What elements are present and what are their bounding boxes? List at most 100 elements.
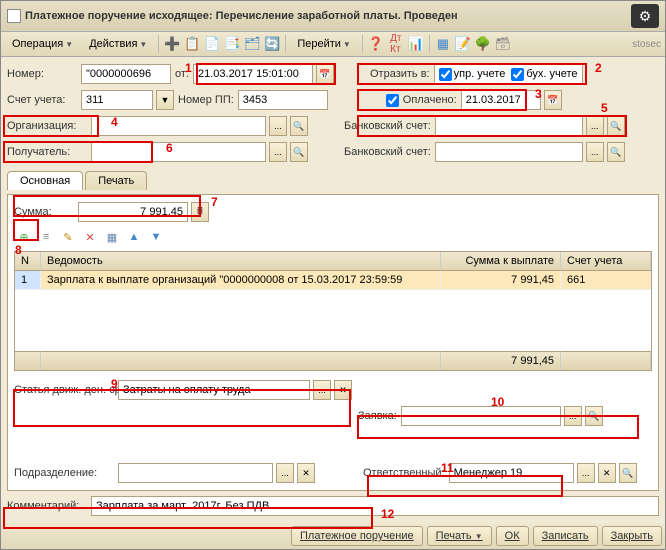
paid-calendar-icon[interactable]: 📅 — [544, 90, 562, 110]
reflect1-label: упр. учете — [454, 68, 506, 80]
reflect2-label: бух. учете — [526, 68, 577, 80]
grid-fill-icon[interactable]: ▦ — [102, 227, 122, 247]
body: Номер: от: 📅 Отразить в: упр. учете бух.… — [1, 57, 665, 523]
tab-main[interactable]: Основная — [7, 171, 83, 190]
reflect2-checkbox[interactable] — [511, 68, 524, 81]
sub-label: Подразделение: — [14, 467, 114, 479]
reflect-label: Отразить в: — [370, 68, 430, 80]
bank2-browse-icon[interactable]: ... — [586, 142, 604, 162]
resp-clear-icon[interactable]: ✕ — [598, 463, 616, 483]
app-search-icon[interactable]: 🔍 — [585, 406, 603, 426]
bank1-browse-icon[interactable]: ... — [586, 116, 604, 136]
pp-input[interactable] — [238, 90, 328, 110]
footer-sum: 7 991,45 — [441, 351, 561, 370]
bank1-label: Банковский счет: — [344, 120, 431, 132]
card-icon[interactable]: 🗃 — [494, 35, 512, 53]
comment-label: Комментарий: — [7, 500, 87, 512]
bank2-label: Банковский счет: — [344, 146, 431, 158]
table-row[interactable]: 1 Зарплата к выплате организаций "000000… — [15, 271, 651, 290]
resp-search-icon[interactable]: 🔍 — [619, 463, 637, 483]
recipient-search-icon[interactable]: 🔍 — [290, 142, 308, 162]
footer-ok-button[interactable]: ОК — [496, 526, 529, 546]
grid-toolbar: ⊕ ≡ ✎ ✕ ▦ ▲ ▼ — [14, 227, 652, 247]
calendar-icon[interactable]: 📅 — [316, 64, 334, 84]
footer-po-button[interactable]: Платежное поручение — [291, 526, 423, 546]
bank1-input[interactable] — [435, 116, 583, 136]
debit-icon[interactable]: ДтКт — [387, 35, 405, 53]
app-input[interactable] — [401, 406, 561, 426]
org-browse-icon[interactable]: ... — [269, 116, 287, 136]
menu-actions[interactable]: Действия▼ — [82, 35, 154, 53]
account-label: Счет учета: — [7, 94, 77, 106]
resp-input[interactable] — [449, 463, 574, 483]
tool-doc-icon[interactable]: 📑 — [223, 35, 241, 53]
sum-input[interactable] — [78, 202, 188, 222]
tool-copy-icon[interactable]: 📋 — [183, 35, 201, 53]
sub-browse-icon[interactable]: ... — [276, 463, 294, 483]
cash-label: Статья движ. ден. средств: — [14, 384, 114, 396]
reflect1-checkbox[interactable] — [439, 68, 452, 81]
pp-label: Номер ПП: — [178, 94, 234, 106]
app-browse-icon[interactable]: ... — [564, 406, 582, 426]
tree-icon[interactable]: 🌳 — [474, 35, 492, 53]
org-search-icon[interactable]: 🔍 — [290, 116, 308, 136]
number-input[interactable] — [81, 64, 171, 84]
cash-input[interactable] — [118, 380, 310, 400]
paid-checkbox[interactable] — [386, 94, 399, 107]
grid-icon[interactable]: ▦ — [434, 35, 452, 53]
app-icon — [7, 9, 21, 23]
recipient-browse-icon[interactable]: ... — [269, 142, 287, 162]
footer-print-button[interactable]: Печать ▼ — [427, 526, 492, 546]
tool-list-icon[interactable]: 📄 — [203, 35, 221, 53]
help-icon[interactable]: ❓ — [367, 35, 385, 53]
grid-delete-icon[interactable]: ✕ — [80, 227, 100, 247]
col-acc[interactable]: Счет учета — [561, 252, 651, 271]
recipient-input[interactable] — [91, 142, 266, 162]
org-input[interactable] — [91, 116, 266, 136]
bank2-search-icon[interactable]: 🔍 — [607, 142, 625, 162]
paid-date-input[interactable] — [461, 90, 541, 110]
cash-clear-icon[interactable]: ✕ — [334, 380, 352, 400]
col-ved[interactable]: Ведомость — [41, 252, 441, 271]
stosec-label: stosec — [632, 39, 661, 50]
grid-copy-icon[interactable]: ≡ — [36, 227, 56, 247]
from-label: от: — [175, 68, 189, 80]
sum-calc-icon[interactable]: 🖩 — [191, 202, 209, 222]
resp-browse-icon[interactable]: ... — [577, 463, 595, 483]
bank1-search-icon[interactable]: 🔍 — [607, 116, 625, 136]
bank2-input[interactable] — [435, 142, 583, 162]
cell-ved: Зарплата к выплате организаций "00000000… — [41, 271, 441, 290]
tool-calc-icon[interactable]: 🗂 — [243, 35, 261, 53]
report-icon[interactable]: 📊 — [407, 35, 425, 53]
menu-goto[interactable]: Перейти▼ — [290, 35, 358, 53]
number-label: Номер: — [7, 68, 77, 80]
footer-close-button[interactable]: Закрыть — [602, 526, 662, 546]
sub-input[interactable] — [118, 463, 273, 483]
paid-label: Оплачено: — [403, 94, 457, 106]
tool-new-icon[interactable]: ➕ — [163, 35, 181, 53]
grid: N Ведомость Сумма к выплате Счет учета 1… — [14, 251, 652, 371]
col-n[interactable]: N — [15, 252, 41, 271]
footer-save-button[interactable]: Записать — [533, 526, 598, 546]
tool-refresh-icon[interactable]: 🔄 — [263, 35, 281, 53]
tab-print[interactable]: Печать — [85, 171, 147, 190]
cash-browse-icon[interactable]: ... — [313, 380, 331, 400]
cell-acc: 661 — [561, 271, 651, 290]
help-icon[interactable]: ⚙ — [631, 4, 659, 28]
menu-operation[interactable]: Операция▼ — [5, 35, 80, 53]
grid-add-icon[interactable]: ⊕ — [14, 227, 34, 247]
account-dropdown-icon[interactable]: ▼ — [156, 90, 174, 110]
window-title: Платежное поручение исходящее: Перечисле… — [25, 10, 627, 22]
grid-down-icon[interactable]: ▼ — [146, 227, 166, 247]
comment-input[interactable] — [91, 496, 659, 516]
account-input[interactable] — [81, 90, 153, 110]
form-icon[interactable]: 📝 — [454, 35, 472, 53]
col-sum[interactable]: Сумма к выплате — [441, 252, 561, 271]
tabs: Основная Печать — [7, 171, 659, 190]
sub-clear-icon[interactable]: ✕ — [297, 463, 315, 483]
date-input[interactable] — [193, 64, 313, 84]
grid-up-icon[interactable]: ▲ — [124, 227, 144, 247]
tab-content: Сумма: 🖩 ⊕ ≡ ✎ ✕ ▦ ▲ ▼ N Ведомость Сумма… — [7, 194, 659, 491]
grid-edit-icon[interactable]: ✎ — [58, 227, 78, 247]
org-label: Организация: — [7, 120, 87, 132]
